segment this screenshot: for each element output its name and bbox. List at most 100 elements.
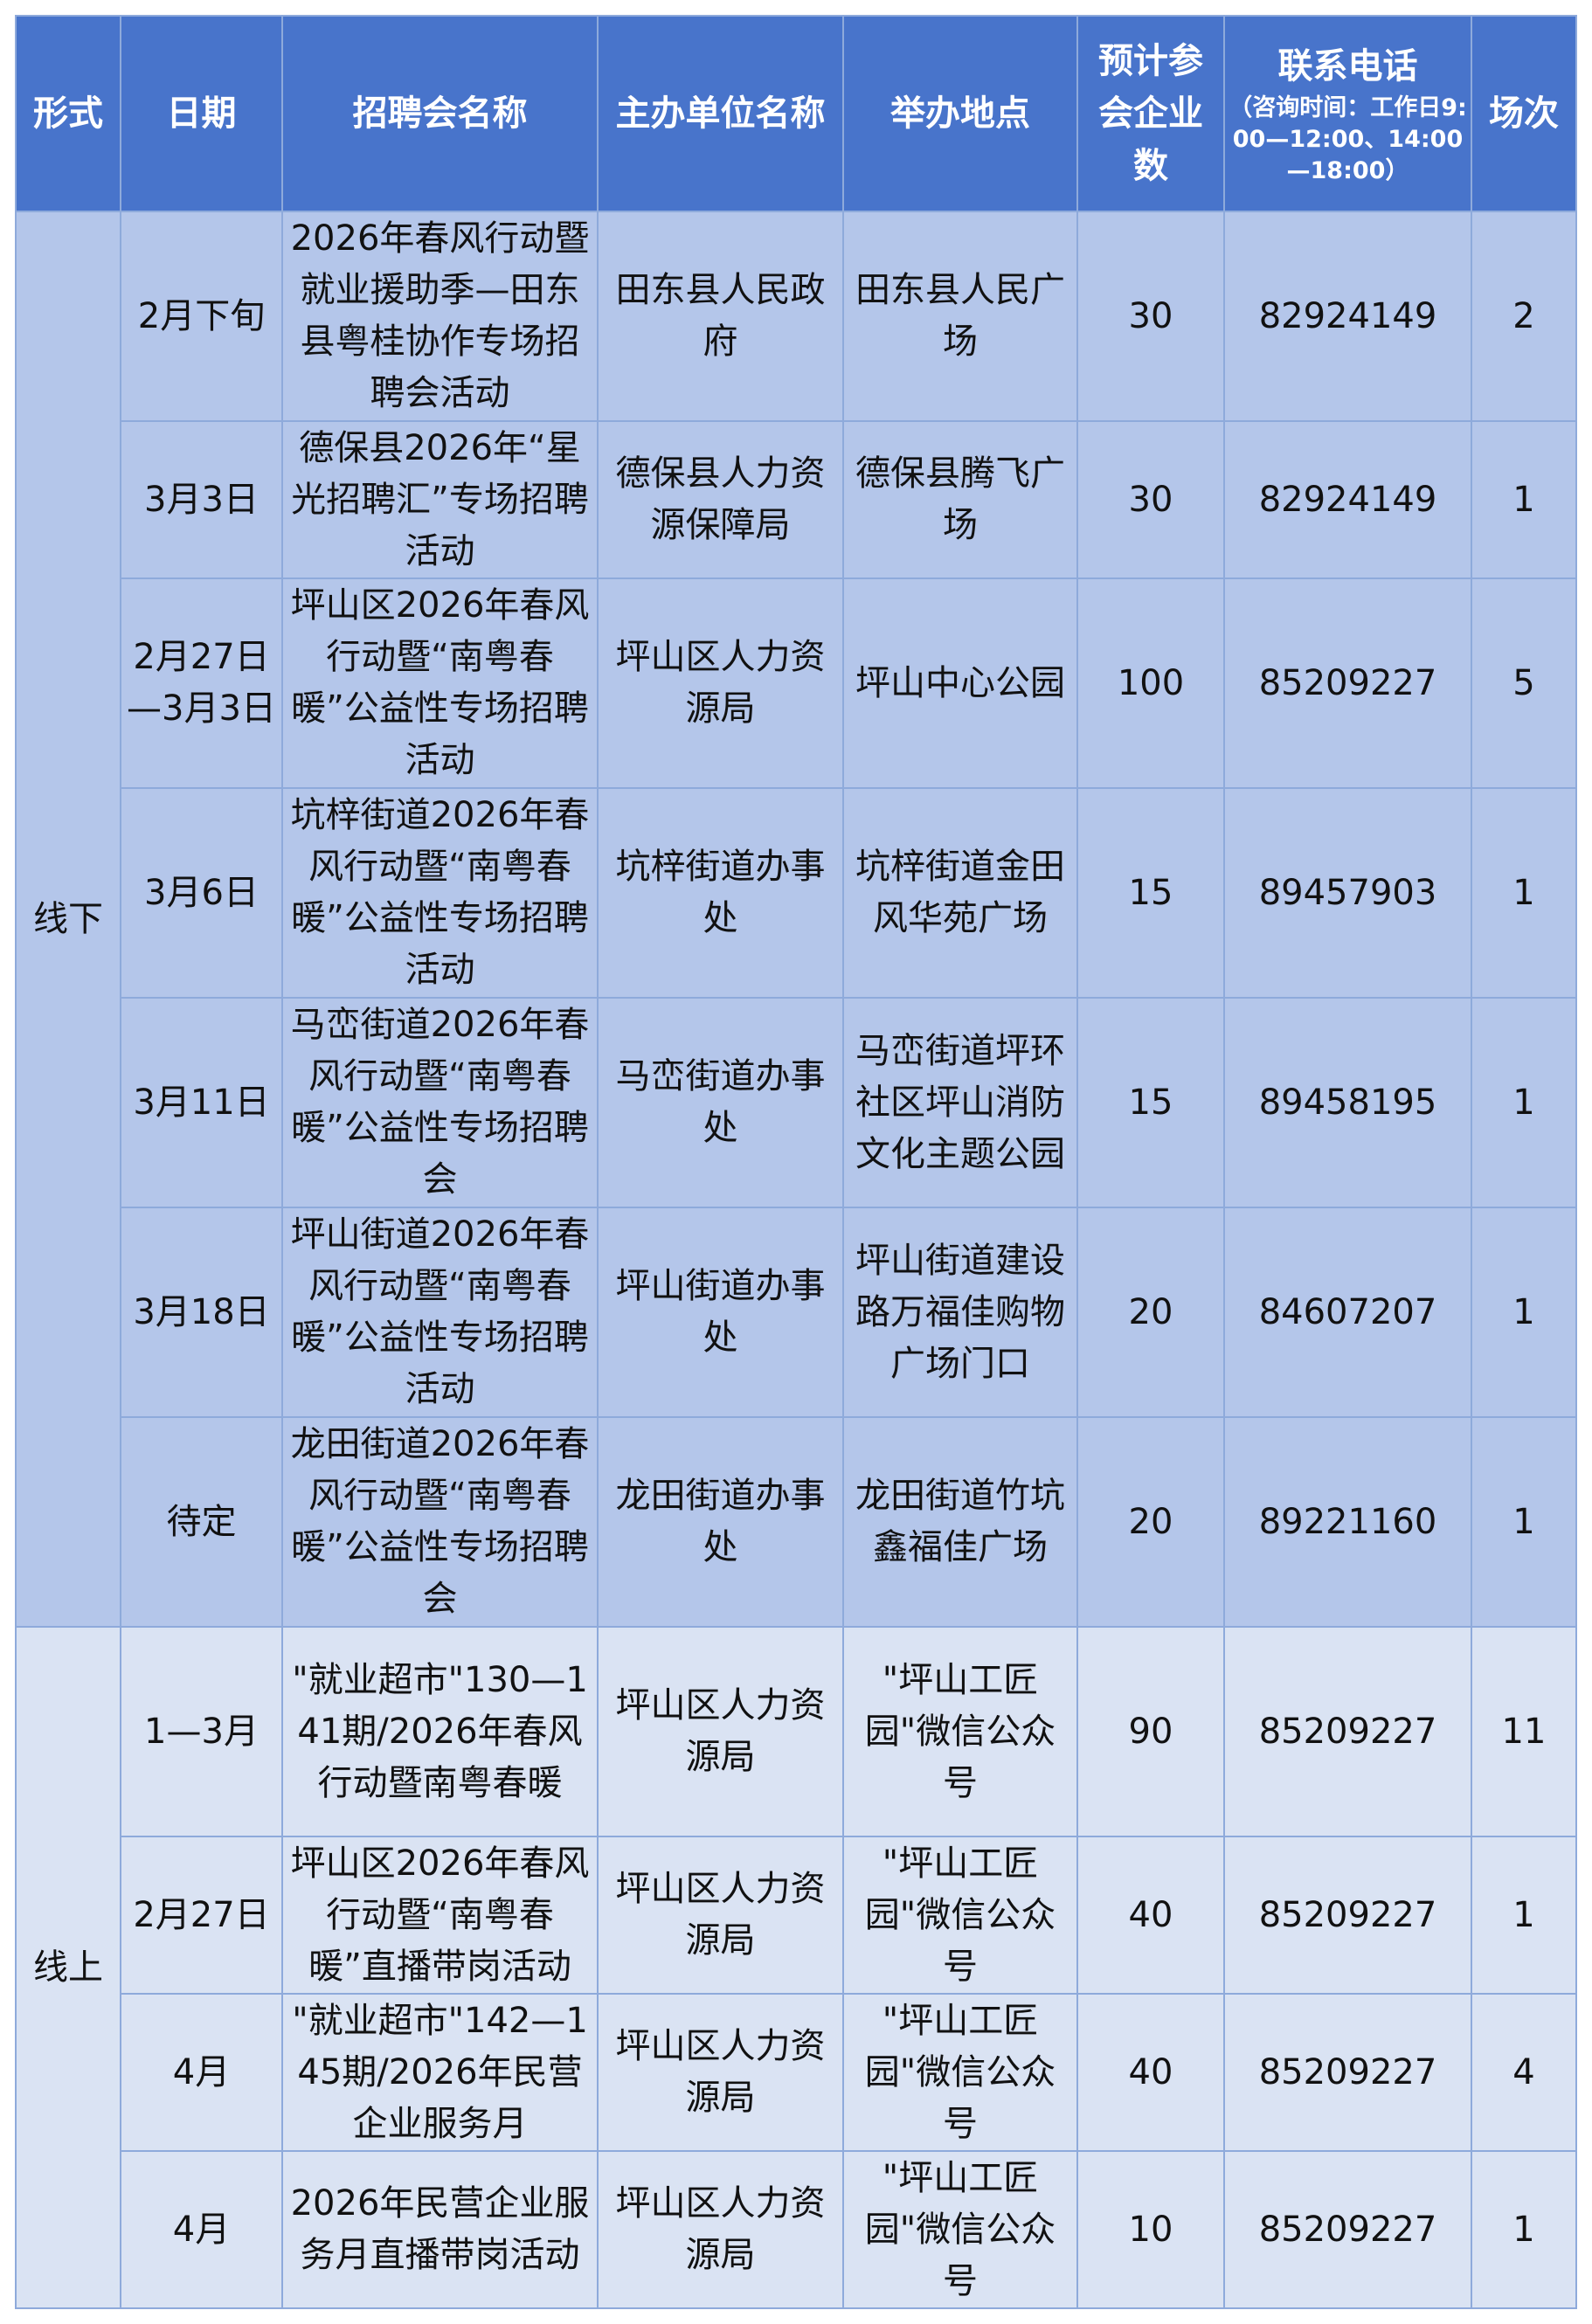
header-phone-hours: （咨询时间：工作日9:00—12:00、14:00—18:00）: [1229, 94, 1467, 184]
name-cell: 2026年春风行动暨就业援助季—田东县粤桂协作专场招聘会活动: [281, 211, 599, 422]
table-row: 线上 1—3月 "就业超市"130—141期/2026年春风行动暨南粤春暖 坪山区人力…: [15, 1626, 1577, 2309]
header-venue: 举办地点: [842, 15, 1078, 212]
phone-cell: 85209227: [1223, 1626, 1472, 1837]
header-phone-label: 联系电话: [1277, 46, 1418, 86]
phone-cell: 85209227: [1223, 578, 1472, 789]
host-cell: 坪山区人力资源局: [597, 1993, 844, 2152]
sessions-cell: 1: [1471, 1416, 1577, 1628]
header-fair-name: 招聘会名称: [281, 15, 599, 212]
venue-cell: "坪山工匠园"微信公众号: [842, 2150, 1078, 2309]
date-cell: 4月: [120, 1993, 283, 2152]
host-cell: 坪山区人力资源局: [597, 1836, 844, 1995]
venue-cell: "坪山工匠园"微信公众号: [842, 1836, 1078, 1995]
date-cell: 2月下旬: [120, 211, 283, 422]
sessions-cell: 1: [1471, 420, 1577, 579]
venue-cell: 坑梓街道金田风华苑广场: [842, 787, 1078, 999]
venue-cell: 德保县腾飞广场: [842, 420, 1078, 579]
header-phone: 联系电话 （咨询时间：工作日9:00—12:00、14:00—18:00）: [1223, 15, 1472, 212]
sessions-cell: 1: [1471, 1207, 1577, 1418]
phone-cell: 84607207: [1223, 1207, 1472, 1418]
host-cell: 坪山区人力资源局: [597, 1626, 844, 1837]
name-cell: 坪山街道2026年春风行动暨“南粤春暖”公益性专场招聘活动: [281, 1207, 599, 1418]
sessions-cell: 4: [1471, 1993, 1577, 2152]
name-cell: 坪山区2026年春风行动暨“南粤春暖”直播带岗活动: [281, 1836, 599, 1995]
header-date: 日期: [120, 15, 283, 212]
table-row: 待定 龙田街道2026年春风行动暨“南粤春暖”公益性专场招聘会 龙田街道办事处 龙田街…: [16, 1416, 1577, 1628]
date-cell: 4月: [120, 2150, 283, 2309]
date-cell: 3月6日: [120, 787, 283, 999]
job-fair-table: 形式 日期 招聘会名称 主办单位名称 举办地点 预计参会企业数 联系电话 （咨询…: [15, 15, 1577, 2309]
date-cell: 2月27日—3月3日: [120, 578, 283, 789]
date-cell: 2月27日: [120, 1836, 283, 1995]
companies-cell: 100: [1076, 578, 1225, 789]
table-row: 2月27日—3月3日 坪山区2026年春风行动暨“南粤春暖”公益性专场招聘活动 坪山…: [16, 578, 1577, 789]
table-row: 2月27日 坪山区2026年春风行动暨“南粤春暖”直播带岗活动 坪山区人力资源局 "坪…: [16, 1836, 1577, 1995]
host-cell: 坪山街道办事处: [597, 1207, 844, 1418]
phone-cell: 89457903: [1223, 787, 1472, 999]
host-cell: 德保县人力资源保障局: [597, 420, 844, 579]
sessions-cell: 5: [1471, 578, 1577, 789]
companies-cell: 15: [1076, 997, 1225, 1208]
date-cell: 3月3日: [120, 420, 283, 579]
phone-cell: 85209227: [1223, 1836, 1472, 1995]
companies-cell: 10: [1076, 2150, 1225, 2309]
companies-cell: 15: [1076, 787, 1225, 999]
venue-cell: 坪山街道建设路万福佳购物广场门口: [842, 1207, 1078, 1418]
companies-cell: 30: [1076, 211, 1225, 422]
sessions-cell: 1: [1471, 2150, 1577, 2309]
date-cell: 3月18日: [120, 1207, 283, 1418]
name-cell: 2026年民营企业服务月直播带岗活动: [281, 2150, 599, 2309]
venue-cell: "坪山工匠园"微信公众号: [842, 1993, 1078, 2152]
phone-cell: 82924149: [1223, 211, 1472, 422]
phone-cell: 89458195: [1223, 997, 1472, 1208]
name-cell: 德保县2026年“星光招聘汇”专场招聘活动: [281, 420, 599, 579]
name-cell: "就业超市"142—145期/2026年民营企业服务月: [281, 1993, 599, 2152]
date-cell: 1—3月: [120, 1626, 283, 1837]
table-row: 4月 2026年民营企业服务月直播带岗活动 坪山区人力资源局 "坪山工匠园"微信公众号…: [16, 2150, 1577, 2309]
host-cell: 坑梓街道办事处: [597, 787, 844, 999]
name-cell: 龙田街道2026年春风行动暨“南粤春暖”公益性专场招聘会: [281, 1416, 599, 1628]
venue-cell: "坪山工匠园"微信公众号: [842, 1626, 1078, 1837]
table-body: 线下 2月下旬 2026年春风行动暨就业援助季—田东县粤桂协作专场招聘会活动 田东县人…: [15, 211, 1577, 2309]
table-row: 4月 "就业超市"142—145期/2026年民营企业服务月 坪山区人力资源局 "坪山…: [16, 1993, 1577, 2152]
name-cell: 坑梓街道2026年春风行动暨“南粤春暖”公益性专场招聘活动: [281, 787, 599, 999]
host-cell: 田东县人民政府: [597, 211, 844, 422]
table-row: 线下 2月下旬 2026年春风行动暨就业援助季—田东县粤桂协作专场招聘会活动 田东县人…: [15, 211, 1577, 1628]
phone-cell: 89221160: [1223, 1416, 1472, 1628]
header-companies: 预计参会企业数: [1076, 15, 1225, 212]
sessions-cell: 2: [1471, 211, 1577, 422]
header-sessions: 场次: [1471, 15, 1577, 212]
form-cell: 线上: [15, 1626, 121, 2309]
venue-cell: 龙田街道竹坑鑫福佳广场: [842, 1416, 1078, 1628]
header-host: 主办单位名称: [597, 15, 844, 212]
table-row: 3月3日 德保县2026年“星光招聘汇”专场招聘活动 德保县人力资源保障局 德保县腾飞…: [16, 420, 1577, 579]
header-row: 形式 日期 招聘会名称 主办单位名称 举办地点 预计参会企业数 联系电话 （咨询…: [15, 15, 1577, 212]
date-cell: 3月11日: [120, 997, 283, 1208]
host-cell: 马峦街道办事处: [597, 997, 844, 1208]
host-cell: 龙田街道办事处: [597, 1416, 844, 1628]
table-row: 3月6日 坑梓街道2026年春风行动暨“南粤春暖”公益性专场招聘活动 坑梓街道办事处…: [16, 787, 1577, 999]
venue-cell: 马峦街道坪环社区坪山消防文化主题公园: [842, 997, 1078, 1208]
companies-cell: 90: [1076, 1626, 1225, 1837]
form-cell: 线下: [15, 211, 121, 1628]
venue-cell: 坪山中心公园: [842, 578, 1078, 789]
date-cell: 待定: [120, 1416, 283, 1628]
companies-cell: 20: [1076, 1207, 1225, 1418]
sessions-cell: 11: [1471, 1626, 1577, 1837]
companies-cell: 40: [1076, 1836, 1225, 1995]
sessions-cell: 1: [1471, 787, 1577, 999]
companies-cell: 20: [1076, 1416, 1225, 1628]
name-cell: "就业超市"130—141期/2026年春风行动暨南粤春暖: [281, 1626, 599, 1837]
sessions-cell: 1: [1471, 997, 1577, 1208]
header-form: 形式: [15, 15, 121, 212]
name-cell: 马峦街道2026年春风行动暨“南粤春暖”公益性专场招聘会: [281, 997, 599, 1208]
name-cell: 坪山区2026年春风行动暨“南粤春暖”公益性专场招聘活动: [281, 578, 599, 789]
phone-cell: 85209227: [1223, 1993, 1472, 2152]
table-row: 3月11日 马峦街道2026年春风行动暨“南粤春暖”公益性专场招聘会 马峦街道办事处…: [16, 997, 1577, 1208]
host-cell: 坪山区人力资源局: [597, 2150, 844, 2309]
companies-cell: 40: [1076, 1993, 1225, 2152]
table-row: 3月18日 坪山街道2026年春风行动暨“南粤春暖”公益性专场招聘活动 坪山街道办事…: [16, 1207, 1577, 1418]
companies-cell: 30: [1076, 420, 1225, 579]
phone-cell: 82924149: [1223, 420, 1472, 579]
host-cell: 坪山区人力资源局: [597, 578, 844, 789]
